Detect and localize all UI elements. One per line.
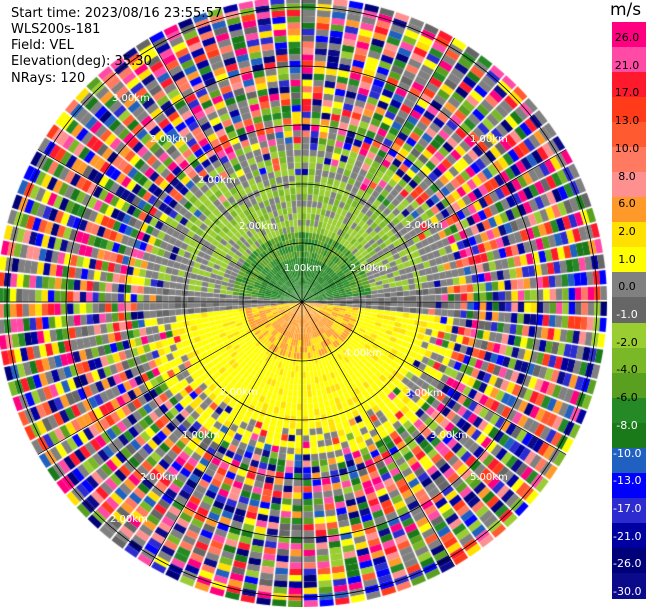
colorbar-tick-label: 21.0: [614, 58, 640, 72]
range-ring-label: 2.00km: [150, 134, 188, 145]
instrument-text: WLS200s-181: [11, 22, 101, 37]
azimuth-spoke: [301, 301, 567, 455]
colorbar-tick-label: -30.0: [613, 585, 642, 598]
azimuth-spoke: [37, 301, 303, 455]
range-ring-label: 2.00km: [198, 175, 236, 186]
colorbar-segment: [612, 172, 646, 198]
range-ring-label: 1.00km: [284, 263, 322, 274]
colorbar-tick-label: 1.0: [618, 252, 636, 266]
colorbar-segment: [612, 47, 646, 73]
colorbar-segment: [612, 447, 646, 474]
range-ring-label: 3.00km: [405, 220, 443, 231]
azimuth-spoke: [301, 37, 455, 303]
colorbar-segment: [612, 122, 646, 148]
colorbar-segment: [612, 322, 646, 349]
colorbar-tick-label: -1.0: [616, 308, 638, 321]
colorbar-tick-label: 10.0: [614, 141, 640, 155]
colorbar-tick-label: -4.0: [616, 363, 638, 377]
range-ring-label: 4.00km: [344, 348, 382, 359]
colorbar-tick-label: 26.0: [614, 31, 640, 44]
colorbar-segment: [612, 422, 646, 449]
colorbar-segment: [612, 72, 646, 98]
range-ring-label: 3.00km: [405, 388, 443, 399]
range-ring-label: 3.00km: [112, 93, 150, 104]
azimuth-spoke: [301, 149, 567, 303]
field-text: Field: VEL: [11, 38, 74, 53]
colorbar-tick-label: 13.0: [614, 114, 640, 128]
colorbar-segment: [612, 147, 646, 173]
colorbar-tick-label: 17.0: [614, 86, 640, 100]
colorbar-tick-label: 8.0: [618, 169, 636, 183]
colorbar-segment: [612, 22, 646, 48]
colorbar-tick-label: -26.0: [613, 557, 642, 571]
colorbar-segment: [612, 272, 646, 299]
range-ring-label: 2.00km: [140, 472, 178, 483]
range-ring-label: 2.00km: [220, 387, 258, 398]
colorbar-segment: [612, 97, 646, 123]
colorbar-segment: [612, 297, 646, 324]
colorbar-segment: [612, 397, 646, 424]
colorbar-tick-label: -2.0: [616, 335, 638, 349]
colorbar-segment: [612, 372, 646, 399]
colorbar-segment: [612, 522, 646, 549]
azimuth-spoke: [301, 301, 455, 567]
nrays-text: NRays: 120: [11, 71, 86, 86]
azimuth-spoke: [149, 37, 303, 303]
range-ring-label: 5.00km: [470, 472, 508, 483]
colorbar-segment: [612, 547, 646, 574]
range-ring-label: 2.00km: [350, 263, 388, 274]
colorbar-segment: [612, 247, 646, 274]
colorbar-segment: [612, 572, 646, 599]
azimuth-spoke: [149, 301, 303, 567]
range-ring-label: 1.00km: [470, 134, 508, 145]
range-ring-label: 3.00km: [430, 430, 468, 441]
colorbar-segment: [612, 472, 646, 499]
colorbar-tick-label: 6.0: [618, 197, 636, 211]
colorbar-tick-label: -10.0: [613, 446, 642, 460]
colorbar-segment: [612, 222, 646, 248]
azimuth-spoke: [37, 149, 303, 303]
colorbar-tick-label: -13.0: [613, 474, 642, 488]
colorbar-tick-label: 2.0: [618, 224, 636, 238]
start-time-text: Start time: 2023/08/16 23:55:57: [11, 6, 223, 21]
range-ring-label: 1.00km: [182, 430, 220, 441]
colorbar-tick-label: -8.0: [616, 418, 638, 432]
range-ring-label: 2.00km: [110, 514, 148, 525]
colorbar-tick-label: 0.0: [618, 280, 636, 294]
colorbar-segment: [612, 197, 646, 223]
colorbar-segment: [612, 347, 646, 374]
colorbar-unit: m/s: [610, 0, 642, 20]
colorbar-tick-label: -6.0: [616, 391, 638, 405]
colorbar-segment: [612, 497, 646, 524]
range-ring-label: 2.00km: [239, 221, 277, 232]
colorbar-tick-label: -17.0: [613, 501, 642, 515]
elevation-text: Elevation(deg): 35.30: [11, 54, 152, 69]
colorbar-tick-label: -21.0: [613, 529, 642, 543]
